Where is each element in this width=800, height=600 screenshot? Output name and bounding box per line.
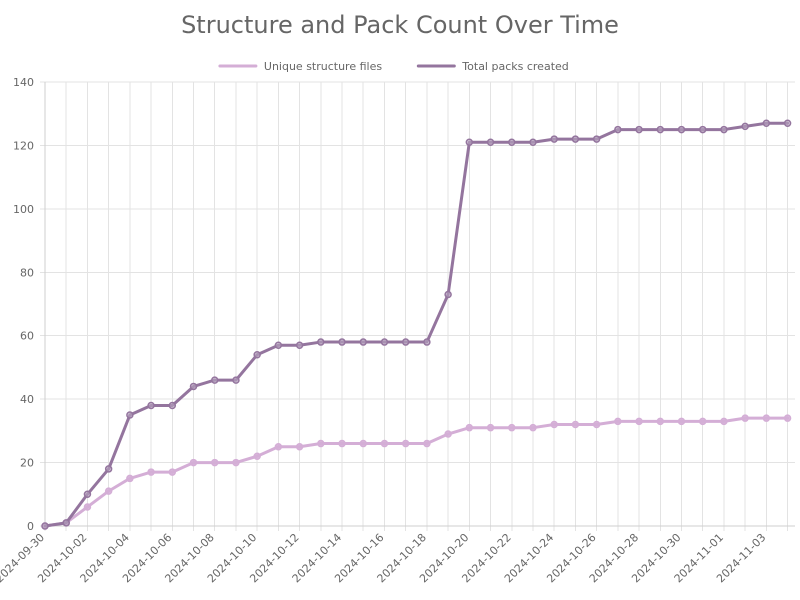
- data-point[interactable]: [550, 420, 558, 429]
- data-point[interactable]: [359, 439, 367, 448]
- data-point[interactable]: [656, 417, 665, 426]
- data-point[interactable]: [210, 376, 219, 384]
- data-point[interactable]: [380, 439, 389, 448]
- data-point[interactable]: [338, 439, 346, 448]
- data-point[interactable]: [783, 119, 792, 127]
- y-tick-label: 120: [13, 139, 34, 152]
- data-point[interactable]: [486, 138, 495, 147]
- data-point[interactable]: [338, 338, 346, 346]
- y-axis: 0 20 40 60 80 100 120 140: [13, 76, 46, 533]
- data-point[interactable]: [41, 522, 49, 530]
- data-point[interactable]: [253, 350, 261, 359]
- data-point[interactable]: [83, 503, 92, 511]
- data-point[interactable]: [614, 417, 622, 426]
- data-point[interactable]: [571, 135, 580, 143]
- series-line-0: [43, 416, 790, 528]
- x-axis: 2024-09-302024-10-022024-10-042024-10-06…: [0, 525, 795, 585]
- data-point[interactable]: [380, 338, 389, 346]
- legend: Unique structure files Total packs create…: [218, 60, 569, 73]
- data-point[interactable]: [62, 519, 70, 527]
- data-point[interactable]: [698, 125, 707, 134]
- data-point[interactable]: [720, 125, 728, 134]
- data-point[interactable]: [741, 122, 749, 131]
- data-point[interactable]: [104, 487, 113, 495]
- series-1: [41, 119, 792, 530]
- y-tick-label: 40: [20, 393, 34, 406]
- legend-label: Unique structure files: [264, 60, 382, 73]
- y-tick-label: 100: [13, 203, 34, 216]
- y-tick-label: 80: [20, 266, 34, 279]
- data-point[interactable]: [614, 125, 622, 134]
- data-point[interactable]: [635, 125, 643, 134]
- data-point[interactable]: [83, 490, 92, 499]
- data-point[interactable]: [677, 417, 686, 426]
- data-point[interactable]: [508, 423, 516, 432]
- data-point[interactable]: [741, 414, 749, 422]
- data-point[interactable]: [677, 125, 686, 134]
- data-point[interactable]: [635, 417, 643, 426]
- data-point[interactable]: [126, 474, 134, 483]
- chart-title: Structure and Pack Count Over Time: [181, 11, 619, 39]
- data-point[interactable]: [762, 119, 771, 127]
- data-point[interactable]: [317, 439, 325, 448]
- data-point[interactable]: [274, 442, 283, 451]
- data-point[interactable]: [783, 414, 792, 422]
- data-point[interactable]: [210, 458, 219, 467]
- data-point[interactable]: [423, 439, 431, 448]
- data-point[interactable]: [571, 420, 580, 429]
- data-point[interactable]: [465, 423, 474, 432]
- data-point[interactable]: [253, 452, 261, 460]
- data-point[interactable]: [592, 135, 601, 143]
- data-point[interactable]: [126, 411, 134, 419]
- y-tick-label: 140: [13, 76, 34, 89]
- data-point[interactable]: [720, 417, 728, 426]
- data-point[interactable]: [168, 468, 177, 476]
- series-line-1: [43, 121, 790, 528]
- data-point[interactable]: [317, 338, 325, 346]
- data-point[interactable]: [762, 414, 771, 422]
- data-point[interactable]: [423, 338, 431, 346]
- data-point[interactable]: [444, 290, 452, 299]
- legend-label: Total packs created: [461, 60, 568, 73]
- data-point[interactable]: [486, 423, 495, 432]
- data-point[interactable]: [168, 401, 177, 410]
- data-point[interactable]: [147, 468, 155, 476]
- data-point[interactable]: [295, 442, 304, 451]
- data-point[interactable]: [508, 138, 516, 147]
- data-point[interactable]: [232, 376, 240, 384]
- data-point[interactable]: [465, 138, 474, 147]
- data-point[interactable]: [444, 430, 452, 438]
- y-tick-label: 20: [20, 457, 34, 470]
- data-point[interactable]: [401, 338, 410, 346]
- data-point[interactable]: [104, 465, 113, 473]
- y-tick-label: 60: [20, 330, 34, 343]
- data-point[interactable]: [274, 341, 283, 349]
- data-point[interactable]: [147, 401, 155, 410]
- data-point[interactable]: [529, 138, 537, 147]
- data-point[interactable]: [592, 420, 601, 429]
- y-tick-label: 0: [27, 520, 34, 533]
- grid: [40, 81, 795, 531]
- series-layer: [41, 119, 792, 530]
- data-point[interactable]: [656, 125, 665, 134]
- data-point[interactable]: [189, 382, 198, 391]
- data-point[interactable]: [189, 458, 198, 467]
- data-point[interactable]: [529, 423, 537, 432]
- series-0: [41, 414, 792, 530]
- legend-item-0[interactable]: Unique structure files: [218, 60, 382, 73]
- data-point[interactable]: [698, 417, 707, 426]
- data-point[interactable]: [359, 338, 367, 346]
- data-point[interactable]: [295, 341, 304, 349]
- legend-item-1[interactable]: Total packs created: [416, 60, 569, 73]
- data-point[interactable]: [550, 135, 558, 143]
- data-point[interactable]: [401, 439, 410, 448]
- data-point[interactable]: [232, 458, 240, 467]
